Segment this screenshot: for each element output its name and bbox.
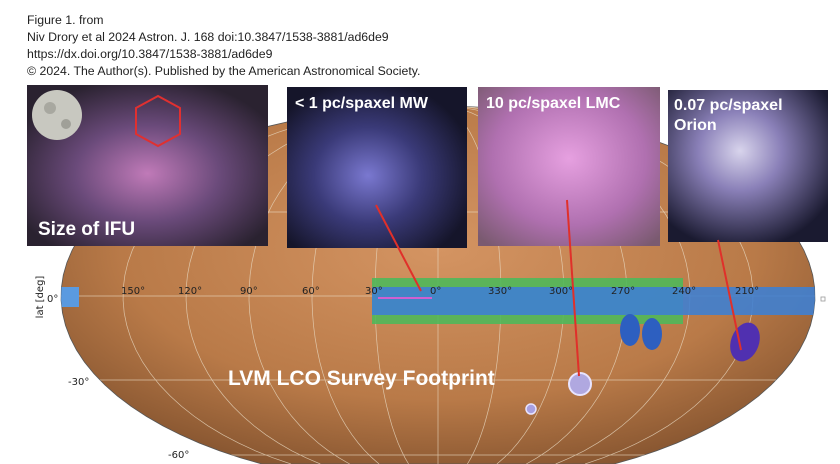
edge-marker	[820, 296, 826, 302]
lon-tick: 120°	[178, 286, 202, 297]
caption-title: Figure 1. from	[27, 13, 104, 27]
lon-tick: 300°	[549, 286, 573, 297]
smc-blob	[525, 403, 537, 415]
caption-doi-link[interactable]: https://dx.doi.org/10.3847/1538-3881/ad6…	[27, 47, 273, 61]
lmc-blob	[568, 372, 592, 396]
lat-tick: -30°	[68, 377, 89, 388]
lmc-label: 10 pc/spaxel LMC	[486, 95, 621, 112]
caption-citation: Niv Drory et al 2024 Astron. J. 168 doi:…	[27, 30, 389, 44]
ifu-hexagon	[135, 94, 181, 148]
lon-tick: 330°	[488, 286, 512, 297]
milky-way-band-wrap	[61, 287, 79, 307]
y-axis-label: lat [deg]	[35, 276, 46, 319]
map-title: LVM LCO Survey Footprint	[228, 367, 495, 390]
lat-tick: 0°	[47, 294, 58, 305]
milky-way-band	[372, 287, 815, 315]
lon-tick: 60°	[302, 286, 320, 297]
lmc-arrow	[566, 199, 580, 377]
lon-tick: 270°	[611, 286, 635, 297]
mw-label: < 1 pc/spaxel MW	[295, 95, 429, 112]
lat-tick: -60°	[168, 450, 189, 461]
orion-label-line2: Orion	[674, 117, 717, 134]
pointer-arrows	[375, 199, 742, 377]
lon-tick: 210°	[735, 286, 759, 297]
lon-tick: 90°	[240, 286, 258, 297]
lmc-field-ellipse-1	[620, 314, 640, 346]
orion-panel: 0.07 pc/spaxel Orion	[668, 90, 828, 242]
orion-label-line1: 0.07 pc/spaxel	[674, 97, 783, 114]
lon-tick: 30°	[365, 286, 383, 297]
ifu-label: Size of IFU	[38, 219, 135, 240]
lmc-field-ellipse-2	[642, 318, 662, 350]
lon-tick: 240°	[672, 286, 696, 297]
mw-arrow	[375, 204, 422, 292]
figure-caption: Figure 1. from Niv Drory et al 2024 Astr…	[27, 12, 420, 80]
meridian-line	[185, 106, 691, 464]
meridian-line	[311, 106, 565, 464]
lon-tick: 0°	[430, 286, 441, 297]
orion-arrow	[717, 239, 742, 351]
ifu-panel: Size of IFU	[27, 85, 268, 246]
moon-image	[32, 90, 82, 140]
lon-tick: 150°	[121, 286, 145, 297]
meridian-line	[374, 106, 502, 464]
mw-panel: < 1 pc/spaxel MW	[287, 87, 467, 248]
caption-copyright: © 2024. The Author(s). Published by the …	[27, 64, 421, 78]
